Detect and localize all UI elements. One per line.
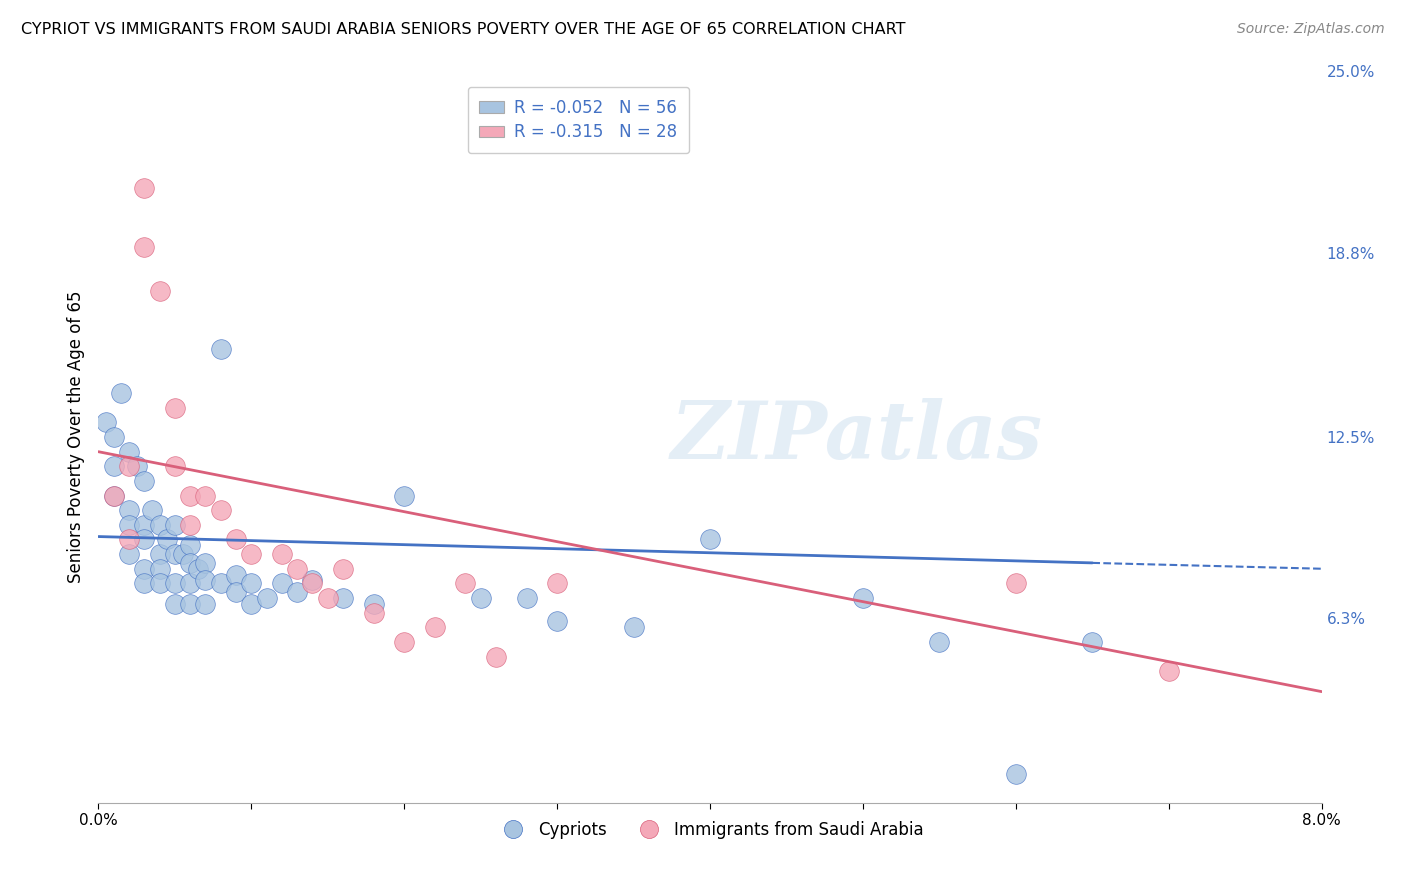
Point xyxy=(256,591,278,605)
Point xyxy=(546,576,568,591)
Point xyxy=(546,615,568,629)
Point xyxy=(699,533,721,547)
Point xyxy=(270,576,294,591)
Point xyxy=(301,576,323,591)
Point xyxy=(1004,576,1026,591)
Point xyxy=(301,574,323,588)
Point xyxy=(852,591,875,605)
Point xyxy=(134,474,156,488)
Point xyxy=(270,547,294,561)
Point xyxy=(179,556,201,570)
Point xyxy=(225,585,247,599)
Point xyxy=(103,489,125,503)
Point xyxy=(363,606,385,620)
Point xyxy=(194,597,217,611)
Point xyxy=(172,547,194,561)
Point xyxy=(179,576,201,591)
Point xyxy=(225,533,247,547)
Y-axis label: Seniors Poverty Over the Age of 65: Seniors Poverty Over the Age of 65 xyxy=(66,291,84,583)
Point xyxy=(240,597,263,611)
Point xyxy=(332,562,354,576)
Point xyxy=(156,533,179,547)
Point xyxy=(149,576,172,591)
Point xyxy=(363,597,385,611)
Point xyxy=(134,562,156,576)
Point xyxy=(163,547,186,561)
Point xyxy=(516,591,538,605)
Point xyxy=(163,597,186,611)
Point xyxy=(134,517,156,532)
Point xyxy=(470,591,492,605)
Point xyxy=(225,567,247,582)
Point xyxy=(240,576,263,591)
Point xyxy=(118,444,141,458)
Point xyxy=(163,517,186,532)
Point xyxy=(141,503,163,517)
Point xyxy=(94,416,117,430)
Point xyxy=(332,591,354,605)
Point xyxy=(454,576,477,591)
Point xyxy=(163,401,186,415)
Point xyxy=(285,562,308,576)
Point xyxy=(149,562,172,576)
Point xyxy=(485,649,508,664)
Point xyxy=(118,459,141,474)
Point xyxy=(149,547,172,561)
Point xyxy=(134,240,156,254)
Point xyxy=(187,562,209,576)
Point xyxy=(209,343,232,357)
Point xyxy=(316,591,339,605)
Point xyxy=(125,459,148,474)
Point xyxy=(179,597,201,611)
Point xyxy=(134,576,156,591)
Point xyxy=(118,517,141,532)
Point xyxy=(163,459,186,474)
Point xyxy=(194,489,217,503)
Point xyxy=(149,284,172,298)
Point xyxy=(118,547,141,561)
Point xyxy=(623,94,645,108)
Point xyxy=(103,489,125,503)
Point xyxy=(134,533,156,547)
Point xyxy=(134,181,156,195)
Point xyxy=(1004,766,1026,780)
Point xyxy=(1157,664,1180,678)
Point xyxy=(392,489,416,503)
Point xyxy=(194,556,217,570)
Text: CYPRIOT VS IMMIGRANTS FROM SAUDI ARABIA SENIORS POVERTY OVER THE AGE OF 65 CORRE: CYPRIOT VS IMMIGRANTS FROM SAUDI ARABIA … xyxy=(21,22,905,37)
Point xyxy=(209,503,232,517)
Point xyxy=(149,517,172,532)
Point xyxy=(928,635,950,649)
Point xyxy=(209,576,232,591)
Point xyxy=(118,533,141,547)
Point xyxy=(1081,635,1104,649)
Text: ZIPatlas: ZIPatlas xyxy=(671,399,1043,475)
Text: Source: ZipAtlas.com: Source: ZipAtlas.com xyxy=(1237,22,1385,37)
Point xyxy=(392,635,416,649)
Point xyxy=(240,547,263,561)
Point xyxy=(194,574,217,588)
Legend: Cypriots, Immigrants from Saudi Arabia: Cypriots, Immigrants from Saudi Arabia xyxy=(491,814,929,846)
Point xyxy=(179,538,201,552)
Point xyxy=(163,576,186,591)
Point xyxy=(179,489,201,503)
Point xyxy=(623,620,645,634)
Point xyxy=(285,585,308,599)
Point xyxy=(110,386,132,401)
Point xyxy=(118,503,141,517)
Point xyxy=(423,620,446,634)
Point xyxy=(179,517,201,532)
Point xyxy=(103,430,125,444)
Point xyxy=(103,459,125,474)
